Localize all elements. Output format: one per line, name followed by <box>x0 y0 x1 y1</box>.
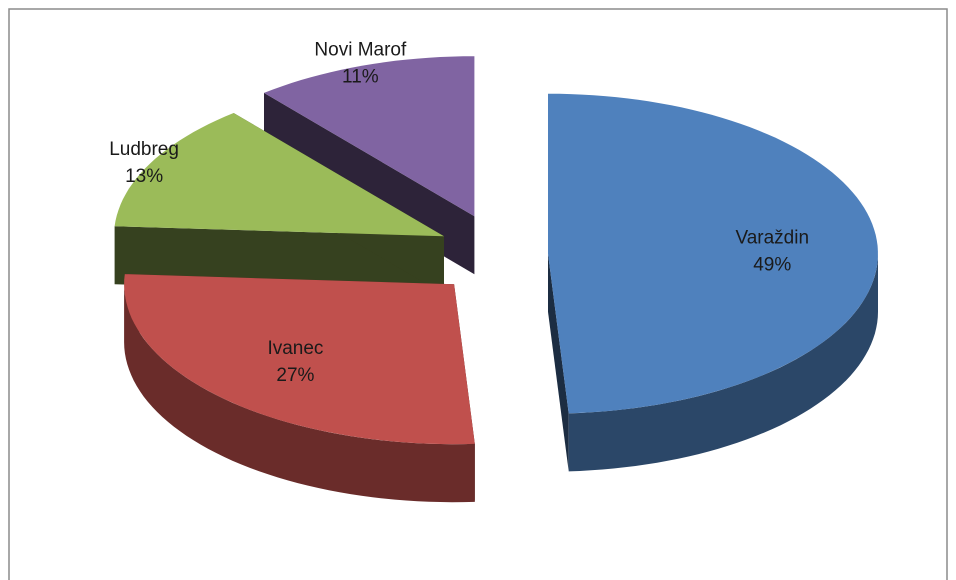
slice-value-label: 13% <box>125 166 163 187</box>
slice-label: Novi Marof <box>314 40 407 61</box>
slice-wall <box>568 253 878 472</box>
slice <box>264 56 475 217</box>
slice-label: Ivanec <box>267 338 323 359</box>
chart-frame <box>8 8 948 580</box>
slice-value-label: 27% <box>276 365 314 386</box>
slice <box>548 93 878 414</box>
slice-label: Ludbreg <box>109 139 179 160</box>
slice <box>114 113 444 237</box>
slice-label: Varaždin <box>735 227 809 248</box>
slice-side <box>548 253 569 472</box>
slice-value-label: 11% <box>342 67 379 88</box>
slice-value-label: 49% <box>753 254 791 275</box>
slice <box>124 274 475 445</box>
slice-wall <box>124 284 475 503</box>
